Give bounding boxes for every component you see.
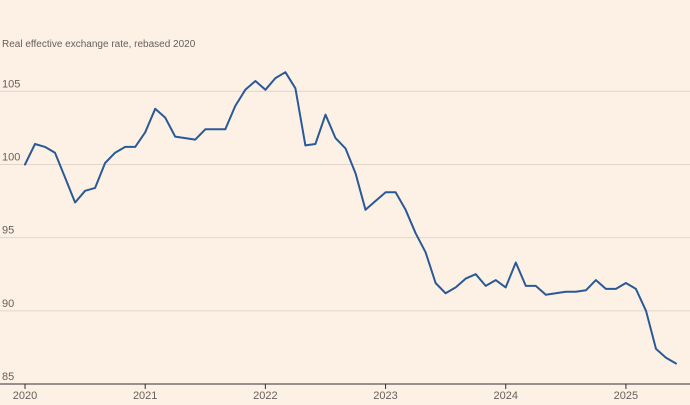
y-tick-labels: 85 90 95 100 105 — [2, 78, 20, 383]
gridlines — [0, 90, 690, 312]
x-tick-label-2022: 2022 — [253, 390, 277, 400]
x-tick-label-2025: 2025 — [614, 390, 638, 400]
chart-subtitle: Real effective exchange rate, rebased 20… — [2, 39, 196, 50]
y-tick-label-95: 95 — [2, 225, 14, 237]
x-tick-label-2020: 2020 — [13, 390, 37, 400]
y-tick-label-90: 90 — [2, 298, 14, 310]
x-tick-label-2021: 2021 — [133, 390, 157, 400]
series-layer — [24, 71, 677, 365]
series-line-0 — [24, 71, 677, 365]
x-tick-label-2024: 2024 — [493, 390, 517, 400]
y-tick-label-105: 105 — [2, 78, 20, 90]
y-tick-label-85: 85 — [2, 371, 14, 383]
x-axis: 2020 2021 2022 2023 2024 2025 — [0, 383, 690, 402]
y-tick-label-100: 100 — [2, 151, 20, 163]
x-tick-label-2023: 2023 — [373, 390, 397, 400]
